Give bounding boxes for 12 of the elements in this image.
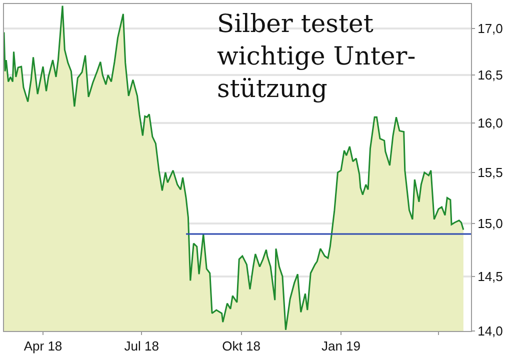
x-tick-label: Jul 18 [124, 338, 159, 354]
y-tick-label: 15,5 [478, 164, 503, 180]
x-tick-label: Apr 18 [24, 338, 62, 354]
y-tick-label: 14,0 [478, 324, 503, 339]
y-tick-label: 17,0 [478, 21, 503, 36]
y-tick-label: 16,5 [478, 68, 503, 83]
y-tick-label: 16,0 [478, 116, 503, 131]
y-tick-label: 14,5 [478, 268, 503, 284]
x-tick-label: Okt 18 [222, 338, 260, 354]
x-tick-label: Jan 19 [321, 338, 361, 354]
y-tick-label: 15,0 [478, 216, 503, 232]
text: Silber testet wichtige Unter- stützung [217, 9, 416, 103]
